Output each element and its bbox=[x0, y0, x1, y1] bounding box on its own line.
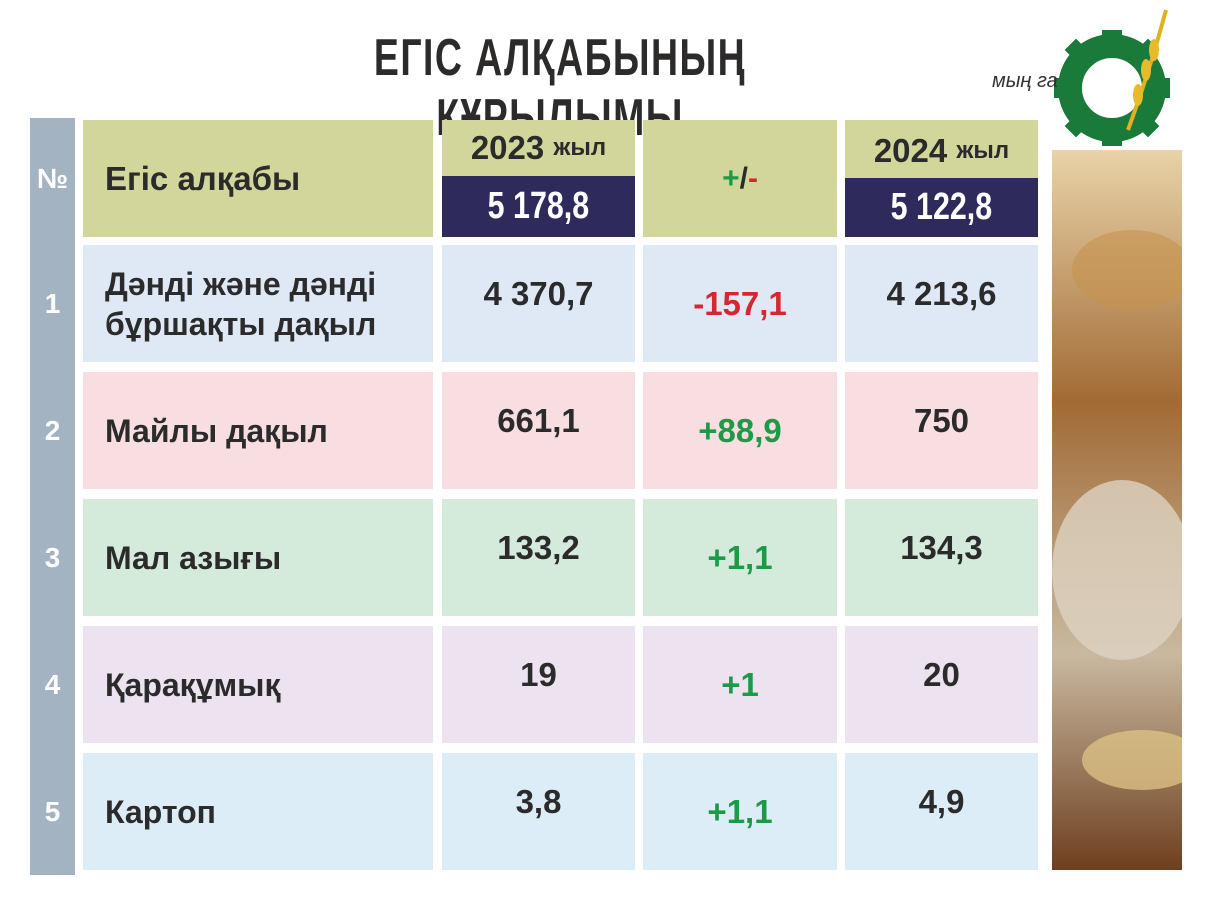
value-2024: 750 bbox=[845, 372, 1038, 489]
value-2023: 3,8 bbox=[442, 753, 635, 870]
title: ЕГІС АЛҚАБЫНЫҢ ҚҰРЫЛЫМЫ bbox=[373, 29, 747, 147]
value-2023: 661,1 bbox=[442, 372, 635, 489]
year: 2023 bbox=[470, 129, 545, 166]
row-num: 4 bbox=[44, 668, 61, 700]
change: -157,1 bbox=[643, 245, 837, 362]
year-word: жыл bbox=[956, 137, 1010, 164]
crop-name: Дәнді және дәнді бұршақты дақыл bbox=[83, 245, 433, 362]
year: 2024 bbox=[873, 132, 948, 169]
value-2023: 4 370,7 bbox=[442, 245, 635, 362]
num-header: № bbox=[36, 162, 69, 194]
value-2023: 133,2 bbox=[442, 499, 635, 616]
row-num: 1 bbox=[44, 287, 61, 319]
crop-name: Қарақұмық bbox=[83, 626, 433, 743]
minus: - bbox=[747, 161, 758, 195]
name-header: Егіс алқабы bbox=[83, 120, 433, 237]
change: +1,1 bbox=[643, 753, 837, 870]
total-2024: 5 122,8 bbox=[845, 178, 1038, 237]
total: 5 122,8 bbox=[890, 186, 993, 228]
row-num: 2 bbox=[44, 414, 61, 446]
change: +88,9 bbox=[643, 372, 837, 489]
wheat-photo bbox=[1052, 150, 1182, 870]
diff-header: + / - bbox=[643, 120, 837, 237]
value-2023: 19 bbox=[442, 626, 635, 743]
change: +1 bbox=[643, 626, 837, 743]
slash: / bbox=[739, 161, 748, 195]
value-2024: 20 bbox=[845, 626, 1038, 743]
total-2023: 5 178,8 bbox=[442, 176, 635, 237]
year-2023: 2023 жыл bbox=[442, 120, 635, 176]
unit: мың га bbox=[992, 70, 1058, 92]
num-column bbox=[30, 118, 75, 875]
crop-name: Картоп bbox=[83, 753, 433, 870]
row-num: 5 bbox=[44, 795, 61, 827]
crop-name: Майлы дақыл bbox=[83, 372, 433, 489]
value-2024: 4 213,6 bbox=[845, 245, 1038, 362]
logo bbox=[1054, 9, 1170, 146]
crop-name: Мал азығы bbox=[83, 499, 433, 616]
value-2024: 134,3 bbox=[845, 499, 1038, 616]
year-2024: 2024 жыл bbox=[845, 120, 1038, 182]
value-2024: 4,9 bbox=[845, 753, 1038, 870]
change: +1,1 bbox=[643, 499, 837, 616]
row-num: 3 bbox=[44, 541, 61, 573]
year-word: жыл bbox=[553, 134, 607, 161]
plus: + bbox=[722, 161, 740, 195]
total: 5 178,8 bbox=[487, 185, 590, 227]
